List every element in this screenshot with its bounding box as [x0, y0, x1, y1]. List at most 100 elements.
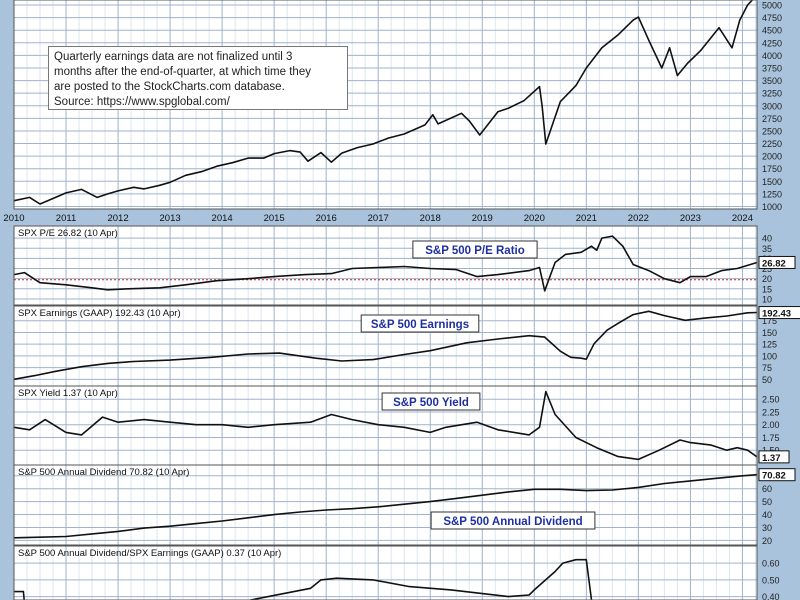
data-point: [479, 134, 481, 136]
data-point: [528, 269, 530, 272]
y-tick-label: 0.40: [762, 592, 780, 600]
y-tick-label: 3250: [762, 89, 782, 99]
data-point: [637, 486, 639, 488]
data-point: [408, 585, 411, 588]
data-point: [107, 193, 109, 195]
data-point: [648, 269, 650, 272]
data-point: [200, 171, 202, 173]
data-point: [169, 359, 171, 361]
data-point: [476, 421, 478, 423]
data-point: [273, 153, 275, 155]
data-point: [731, 47, 733, 49]
last-value-label: 70.82: [762, 471, 786, 482]
data-point: [169, 181, 171, 183]
y-tick-label: 1000: [762, 202, 782, 212]
data-point: [143, 188, 145, 190]
data-point: [676, 74, 678, 77]
data-point: [601, 237, 603, 239]
data-point: [570, 356, 572, 358]
x-tick-label: 2017: [368, 213, 389, 224]
last-value-box: [758, 306, 800, 320]
series-line-earnings: [13, 310, 758, 381]
data-point: [143, 527, 145, 529]
data-point: [44, 419, 46, 421]
data-point: [231, 162, 234, 164]
data-point: [65, 284, 67, 286]
data-point: [689, 480, 692, 482]
data-point: [39, 282, 41, 284]
data-point: [107, 362, 109, 364]
data-point: [195, 523, 197, 525]
data-point: [580, 357, 582, 359]
y-tick-label: 10: [762, 294, 772, 304]
data-point: [575, 85, 577, 87]
last-value-box: [758, 468, 796, 482]
data-point: [372, 579, 374, 581]
data-point: [619, 321, 621, 323]
data-point: [663, 314, 665, 317]
data-point: [107, 289, 109, 291]
data-point: [159, 184, 161, 186]
data-point: [325, 509, 327, 511]
data-point: [429, 501, 431, 503]
data-point: [611, 489, 613, 491]
data-point: [528, 434, 530, 436]
data-point: [679, 439, 681, 441]
y-tick-label: 0.60: [762, 559, 780, 569]
data-point: [169, 525, 171, 527]
data-point: [351, 508, 353, 510]
data-point: [541, 105, 543, 107]
data-point: [632, 314, 634, 316]
panel-title: S&P 500 Annual Dividend: [443, 516, 582, 528]
data-point: [169, 421, 171, 423]
data-point: [403, 426, 405, 428]
y-tick-label: 2750: [762, 114, 782, 124]
y-tick-label: 1500: [762, 177, 782, 187]
y-tick-label: 3500: [762, 76, 782, 86]
data-point: [388, 137, 390, 139]
data-point: [330, 413, 332, 416]
data-point: [247, 517, 249, 519]
data-point: [247, 278, 249, 280]
data-point: [403, 353, 405, 356]
data-point: [377, 506, 379, 508]
panel-title-box: [412, 240, 538, 259]
series-line-dividend: [13, 473, 758, 539]
data-point: [65, 535, 67, 538]
data-point: [81, 366, 83, 368]
data-point: [507, 491, 509, 493]
data-point: [330, 273, 332, 275]
data-point: [684, 319, 686, 321]
data-point: [273, 424, 275, 426]
data-point: [81, 188, 83, 190]
data-point: [481, 494, 483, 496]
data-point: [23, 271, 26, 274]
data-point: [437, 123, 439, 125]
data-point: [65, 431, 67, 433]
data-point: [29, 429, 31, 431]
data-point: [663, 278, 665, 280]
data-point: [585, 490, 587, 492]
y-tick-label: 2000: [762, 152, 782, 162]
last-value-label: 1.37: [762, 453, 781, 464]
data-point: [341, 152, 343, 154]
data-point: [133, 360, 135, 363]
y-tick-label: 125: [762, 340, 777, 350]
panel-label: S&P 500 Annual Dividend/SPX Earnings (GA…: [18, 548, 281, 559]
data-point: [497, 111, 499, 113]
data-point: [507, 107, 509, 109]
data-point: [320, 151, 322, 154]
data-point: [117, 190, 119, 192]
data-point: [304, 274, 306, 276]
data-point: [403, 133, 405, 135]
y-tick-label: 15: [762, 284, 772, 294]
note-line: months after the end-of-quarter, at whic…: [54, 66, 311, 78]
data-point: [658, 449, 660, 451]
note-line: Source: https://www.spglobal.com/: [54, 96, 230, 108]
x-tick-label: 2023: [680, 213, 701, 224]
data-point: [736, 267, 738, 270]
x-tick-label: 2021: [576, 213, 597, 224]
x-tick-label: 2015: [264, 213, 285, 224]
data-point: [585, 358, 587, 360]
